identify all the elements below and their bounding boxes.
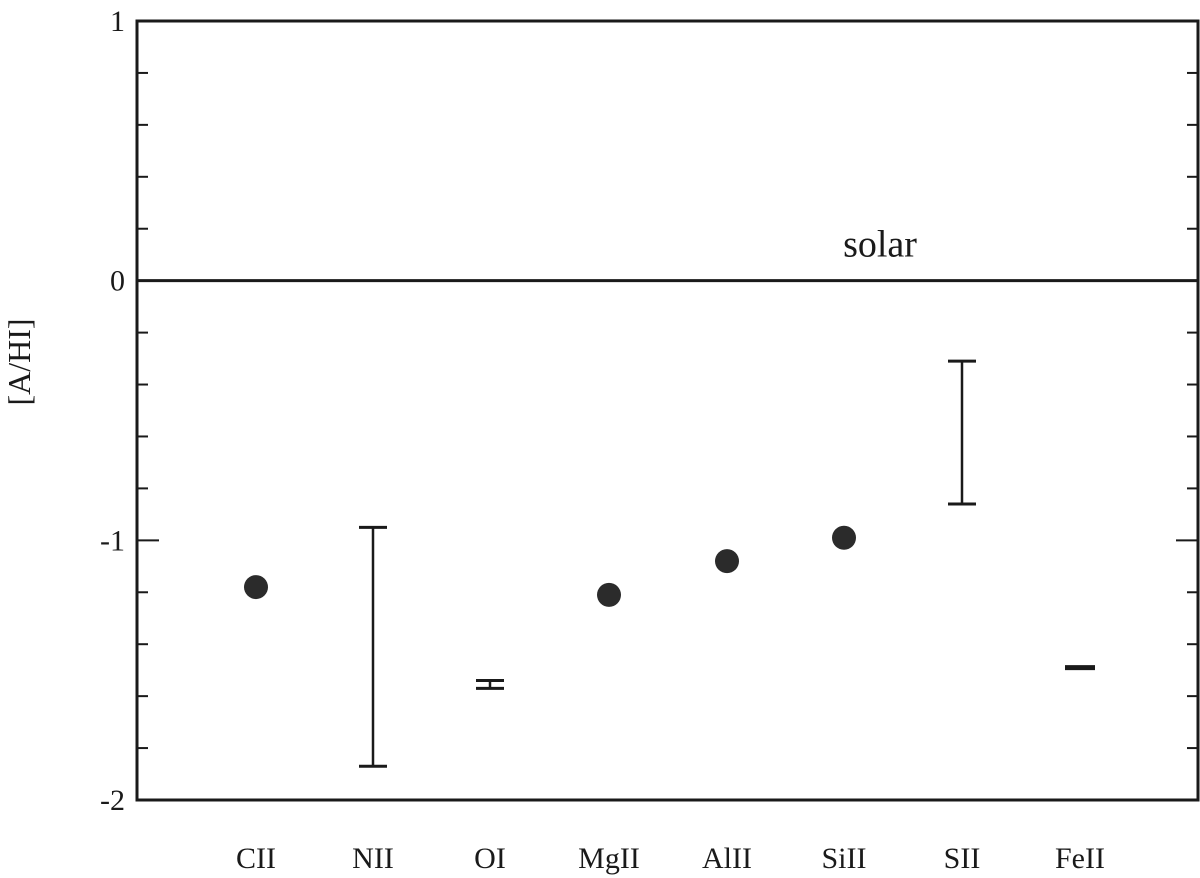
point-alii [715,549,739,574]
y-axis-ticks: 1 0 -1 -2 [100,5,1198,817]
x-category-label-sii: SII [944,842,981,875]
x-category-label-feii: FeII [1055,842,1105,875]
point-siii [832,525,856,550]
range-sii [948,359,976,506]
range-oi [476,679,504,690]
x-category-label-alii: AlII [702,842,752,875]
data-marks [244,359,1095,768]
x-category-labels: CII NII OI MgII AlII SiII SII FeII [236,842,1105,875]
x-category-label-siii: SiII [822,842,867,875]
solar-reference: solar [137,224,1198,283]
x-category-label-cii: CII [236,842,276,875]
y-axis-label: [A/HI] [1,318,37,405]
solar-label: solar [843,224,917,266]
point-mgii [597,582,621,607]
plot-frame [135,19,1200,802]
plot-border [135,19,1200,802]
range-nii [359,525,387,768]
x-category-label-oi: OI [474,842,506,875]
y-tick-label: 1 [110,5,125,38]
y-tick-label: -1 [100,524,125,557]
x-category-label-nii: NII [352,842,394,875]
y-tick-label: -2 [100,784,125,817]
point-cii [244,575,268,600]
x-category-label-mgii: MgII [578,842,640,875]
y-tick-label: 0 [110,265,125,298]
